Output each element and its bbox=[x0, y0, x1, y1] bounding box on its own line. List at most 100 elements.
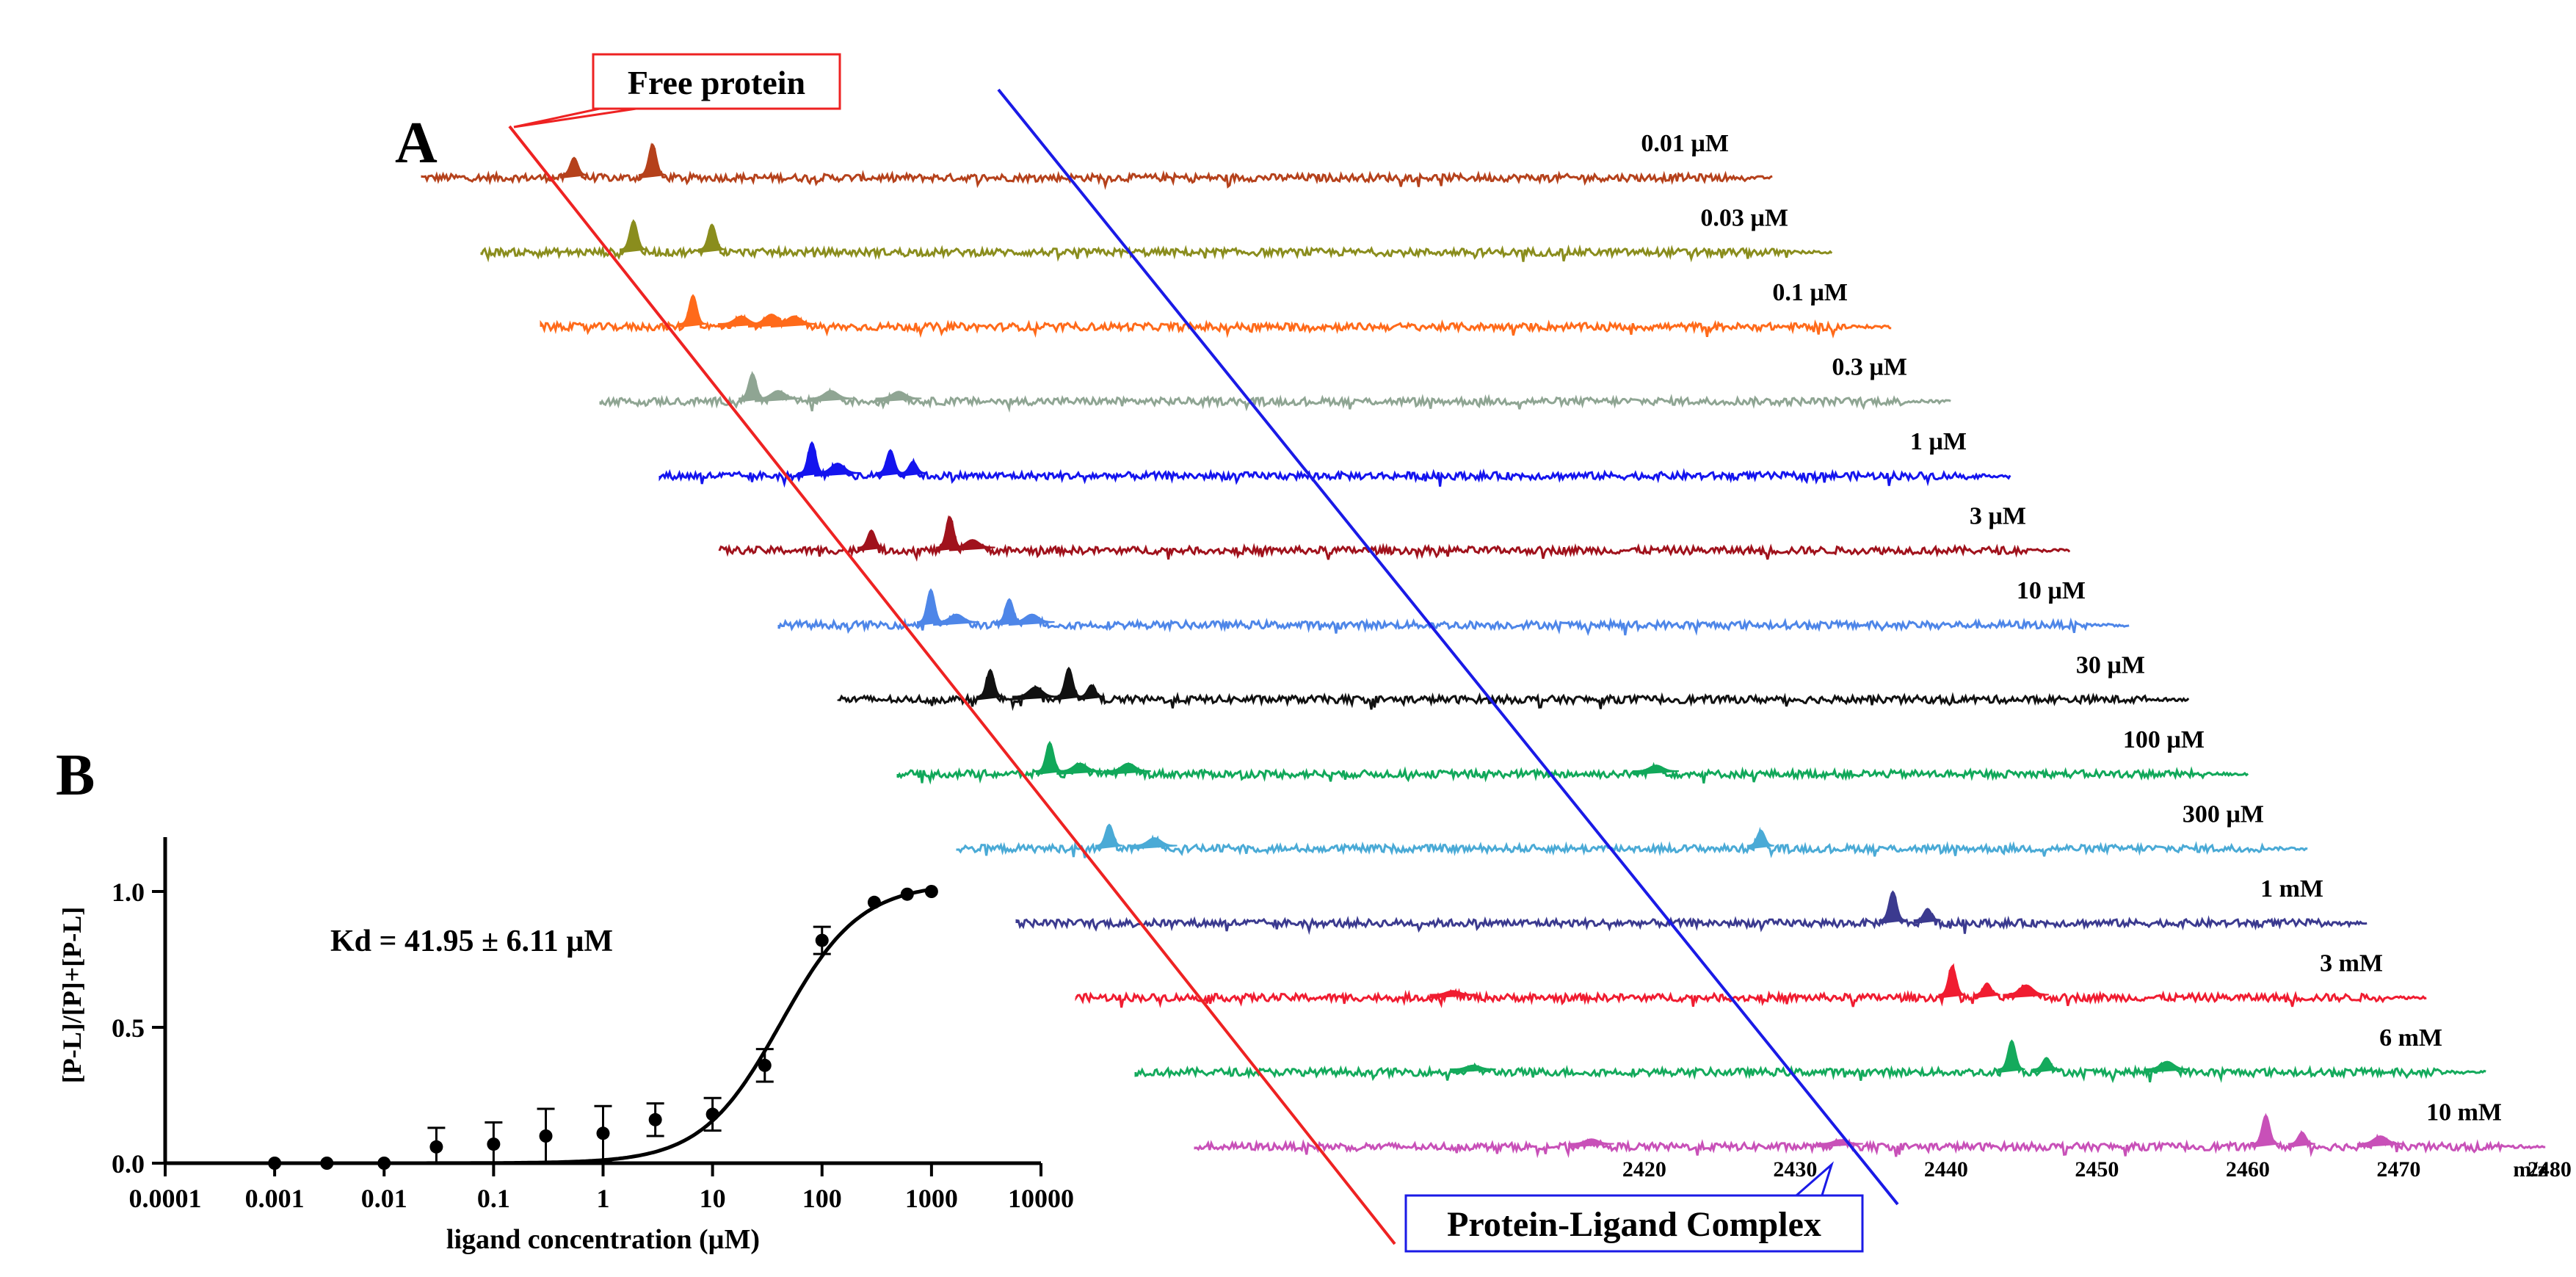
mz-tick-label: 2440 bbox=[1924, 1157, 1968, 1182]
spectrum-peak bbox=[935, 515, 963, 551]
y-axis-label: [P-L]/[P]+[P-L] bbox=[57, 907, 87, 1083]
concentration-label: 0.1 µM bbox=[1772, 279, 1848, 306]
spectrum-peak bbox=[1056, 762, 1103, 775]
spectrum-peak bbox=[1913, 908, 1941, 925]
spectrum-trace: 300 µM bbox=[956, 801, 2308, 858]
spectrum-peak bbox=[1131, 837, 1178, 850]
spectrum-peak bbox=[933, 613, 979, 626]
spectrum-peak bbox=[697, 223, 725, 253]
spectrum-peak bbox=[1633, 764, 1679, 775]
mz-axis-label: m/z bbox=[2513, 1157, 2547, 1182]
data-point bbox=[648, 1113, 662, 1126]
x-tick-label: 1000 bbox=[905, 1184, 958, 1213]
binding-curve-plot: 0.0001 0.001 0.01 0.1 1 10 100 1000 10000 0.0 0.5 1… bbox=[57, 837, 1074, 1255]
spectrum-peak bbox=[876, 449, 904, 477]
concentration-label: 3 mM bbox=[2320, 950, 2383, 977]
spectrum-peak bbox=[1095, 823, 1123, 850]
spectrum-peak bbox=[1036, 741, 1064, 775]
spectrum-peak bbox=[2003, 984, 2049, 999]
mz-tick-label: 2430 bbox=[1773, 1157, 1817, 1182]
spectrum-peak bbox=[1746, 829, 1774, 850]
spectrum-trace: 0.03 µM bbox=[480, 205, 1833, 263]
spectrum-peak bbox=[917, 587, 945, 626]
x-tick-label: 10000 bbox=[1008, 1184, 1074, 1213]
mz-tick-label: 2420 bbox=[1622, 1157, 1666, 1182]
spectrum-peak bbox=[1054, 666, 1082, 701]
spectrum-peak bbox=[814, 462, 860, 477]
concentration-label: 100 µM bbox=[2123, 726, 2205, 753]
spectrum-peak bbox=[2144, 1060, 2190, 1074]
spectrum-line bbox=[480, 219, 1833, 263]
spectrum-trace: 3 µM bbox=[718, 503, 2071, 562]
x-tick-label: 1 bbox=[597, 1184, 610, 1213]
data-point bbox=[900, 887, 914, 901]
spectrum-peak bbox=[948, 539, 995, 551]
spectrum-peak bbox=[976, 668, 1004, 701]
data-point bbox=[320, 1157, 334, 1170]
data-point bbox=[867, 895, 881, 909]
spectrum-line bbox=[1015, 892, 2368, 936]
concentration-label: 0.03 µM bbox=[1700, 205, 1788, 232]
spectrum-peak bbox=[2357, 1135, 2403, 1148]
spectrum-peak bbox=[1105, 762, 1151, 775]
data-point bbox=[429, 1140, 443, 1154]
spectrum-peak bbox=[1449, 1064, 1496, 1074]
spectrum-line bbox=[777, 589, 2130, 637]
spectrum-line bbox=[599, 371, 1951, 413]
spectrum-peak bbox=[808, 390, 854, 402]
spectrum-peak bbox=[857, 529, 885, 551]
concentration-label: 6 mM bbox=[2379, 1024, 2442, 1052]
spectrum-trace: 0.01 µM bbox=[421, 130, 1773, 190]
spectrum-peak bbox=[2287, 1131, 2315, 1148]
spectrum-peak bbox=[1429, 990, 1476, 999]
spectrum-trace: 30 µM bbox=[837, 652, 2190, 712]
concentration-label: 1 mM bbox=[2260, 875, 2323, 902]
data-point bbox=[924, 885, 938, 898]
spectrum-peak bbox=[1938, 964, 1966, 999]
x-axis-label: ligand concentration (µM) bbox=[446, 1224, 760, 1255]
data-point bbox=[596, 1126, 610, 1140]
free-protein-label: Free protein bbox=[628, 64, 805, 101]
spectrum-line bbox=[421, 142, 1773, 190]
data-point bbox=[377, 1157, 391, 1170]
data-point bbox=[758, 1058, 772, 1072]
spectrum-peak bbox=[638, 142, 666, 179]
spectrum-trace: 0.3 µM bbox=[599, 354, 1951, 413]
spectrum-line bbox=[658, 445, 2011, 488]
spectrum-trace: 10 mM bbox=[1194, 1099, 2546, 1159]
concentration-label: 3 µM bbox=[1970, 503, 2026, 530]
spectrum-line bbox=[896, 740, 2249, 785]
data-point bbox=[705, 1107, 719, 1121]
spectrum-peak bbox=[1008, 613, 1055, 626]
spectrum-peak bbox=[2252, 1113, 2279, 1148]
spectrum-peak bbox=[798, 441, 826, 477]
mz-tick-label: 2460 bbox=[2226, 1157, 2270, 1182]
panel-a-label: A bbox=[395, 111, 438, 176]
concentration-label: 0.01 µM bbox=[1641, 130, 1729, 157]
x-tick-label: 0.0001 bbox=[129, 1184, 202, 1213]
spectrum-peak bbox=[755, 390, 801, 402]
concentration-label: 30 µM bbox=[2076, 652, 2145, 679]
data-point bbox=[539, 1129, 553, 1143]
spectra-stack: 0.01 µM 0.03 µM 0.1 µM 0.3 µM 1 µM 3 µM 10 µM 3… bbox=[421, 130, 2572, 1182]
spectrum-trace: 1 mM bbox=[1015, 875, 2368, 936]
spectrum-peak bbox=[1817, 1139, 1863, 1148]
spectrum-peak bbox=[1077, 684, 1105, 701]
x-tick-label: 0.01 bbox=[361, 1184, 407, 1213]
mz-tick-label: 2470 bbox=[2376, 1157, 2420, 1182]
complex-label: Protein-Ligand Complex bbox=[1447, 1205, 1821, 1244]
free-protein-guide-line bbox=[508, 125, 1396, 1245]
spectrum-line bbox=[1075, 963, 2427, 1008]
spectrum-trace: 6 mM bbox=[1134, 1024, 2486, 1084]
spectrum-trace: 100 µM bbox=[896, 726, 2249, 785]
spectrum-line bbox=[718, 515, 2071, 562]
mz-tick-label: 2450 bbox=[2075, 1157, 2119, 1182]
mz-tick-label: 2480 bbox=[2528, 1157, 2572, 1182]
concentration-label: 0.3 µM bbox=[1832, 354, 1907, 381]
kd-annotation: Kd = 41.95 ± 6.11 µM bbox=[330, 925, 613, 958]
spectrum-peak bbox=[679, 294, 707, 328]
spectrum-peak bbox=[770, 315, 817, 328]
data-point bbox=[487, 1137, 501, 1151]
y-tick-label: 1.0 bbox=[112, 878, 145, 907]
